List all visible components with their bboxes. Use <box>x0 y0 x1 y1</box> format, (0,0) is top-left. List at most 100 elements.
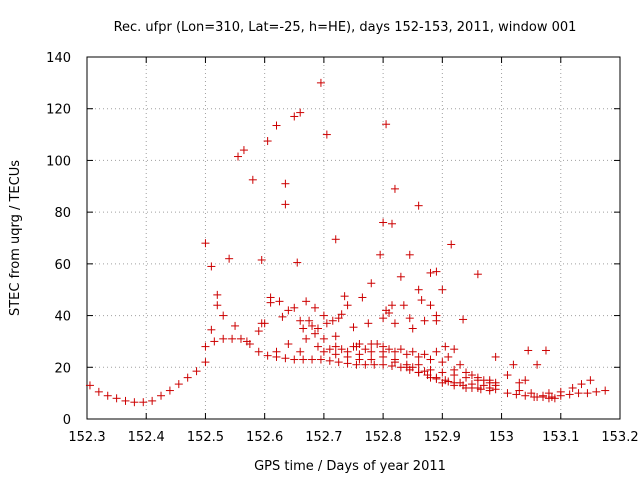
data-point <box>331 235 340 244</box>
data-point <box>592 387 601 396</box>
data-point <box>565 390 574 399</box>
data-point <box>231 321 240 330</box>
data-point <box>574 389 583 398</box>
data-point <box>387 219 396 228</box>
y-tick-label: 120 <box>46 103 71 118</box>
data-point <box>370 360 379 369</box>
plot-frame <box>86 56 621 420</box>
grid-lines <box>87 57 620 419</box>
data-point <box>420 350 429 359</box>
data-point <box>462 383 471 392</box>
data-point <box>390 184 399 193</box>
x-tick-label: 153 <box>489 430 514 445</box>
data-point <box>319 311 328 320</box>
data-point <box>192 367 201 376</box>
data-point <box>447 240 456 249</box>
data-point <box>361 360 370 369</box>
data-point <box>325 356 334 365</box>
x-tick-labels: 152.3 152.4 152.5 152.6 152.7 152.8 152.9 153 15… <box>68 430 638 445</box>
data-point <box>157 391 166 400</box>
data-point <box>402 350 411 359</box>
data-point <box>541 346 550 355</box>
data-point <box>515 386 524 395</box>
data-point <box>441 342 450 351</box>
data-point <box>103 391 112 400</box>
data-point <box>349 323 358 332</box>
x-tick-label: 152.8 <box>365 430 402 445</box>
data-point <box>355 355 364 364</box>
data-point <box>305 316 314 325</box>
data-point <box>533 360 542 369</box>
data-point <box>139 398 148 407</box>
data-point <box>313 324 322 333</box>
data-point <box>349 342 358 351</box>
data-point <box>311 303 320 312</box>
data-point <box>473 383 482 392</box>
data-point <box>408 363 417 372</box>
data-point <box>299 355 308 364</box>
y-tick-label: 60 <box>54 258 71 273</box>
data-point <box>414 368 423 377</box>
data-point <box>503 389 512 398</box>
data-point <box>213 290 222 299</box>
data-point <box>521 376 530 385</box>
data-point <box>432 347 441 356</box>
data-point <box>438 358 447 367</box>
data-point <box>450 345 459 354</box>
data-point <box>316 78 325 87</box>
y-tick-label: 40 <box>54 310 71 325</box>
chart-title: Rec. ufpr (Lon=310, Lat=-25, h=HE), days… <box>114 20 577 35</box>
y-axis-label: STEC from uqrg / TECUs <box>8 160 23 316</box>
data-points <box>85 78 610 407</box>
data-point <box>112 394 121 403</box>
data-point <box>219 311 228 320</box>
data-point <box>210 337 219 346</box>
data-point <box>390 347 399 356</box>
data-point <box>130 398 139 407</box>
data-point <box>467 380 476 389</box>
data-point <box>207 325 216 334</box>
data-point <box>331 350 340 359</box>
data-point <box>533 393 542 402</box>
data-point <box>322 319 331 328</box>
data-point <box>509 360 518 369</box>
data-point <box>284 340 293 349</box>
data-point <box>319 334 328 343</box>
data-point <box>379 360 388 369</box>
data-point <box>148 396 157 405</box>
data-point <box>174 380 183 389</box>
data-point <box>385 308 394 317</box>
data-point <box>266 293 275 302</box>
x-tick-label: 152.6 <box>246 430 283 445</box>
data-point <box>201 358 210 367</box>
data-point <box>382 120 391 129</box>
data-point <box>438 285 447 294</box>
data-point <box>432 267 441 276</box>
data-point <box>308 321 317 330</box>
data-point <box>408 347 417 356</box>
data-point <box>426 373 435 382</box>
data-point <box>239 146 248 155</box>
data-point <box>417 296 426 305</box>
data-point <box>290 355 299 364</box>
data-point <box>405 250 414 259</box>
data-point <box>462 373 471 382</box>
x-tick-label: 152.4 <box>128 430 165 445</box>
data-point <box>396 345 405 354</box>
data-point <box>234 152 243 161</box>
data-point <box>568 383 577 392</box>
data-point <box>556 387 565 396</box>
data-point <box>390 355 399 364</box>
data-point <box>293 258 302 267</box>
data-point <box>485 376 494 385</box>
data-point <box>473 376 482 385</box>
data-point <box>367 279 376 288</box>
data-point <box>337 345 346 354</box>
data-point <box>165 386 174 395</box>
data-point <box>260 319 269 328</box>
data-point <box>491 352 500 361</box>
data-point <box>254 347 263 356</box>
data-point <box>325 345 334 354</box>
data-point <box>302 334 311 343</box>
y-tick-label: 80 <box>54 206 71 221</box>
